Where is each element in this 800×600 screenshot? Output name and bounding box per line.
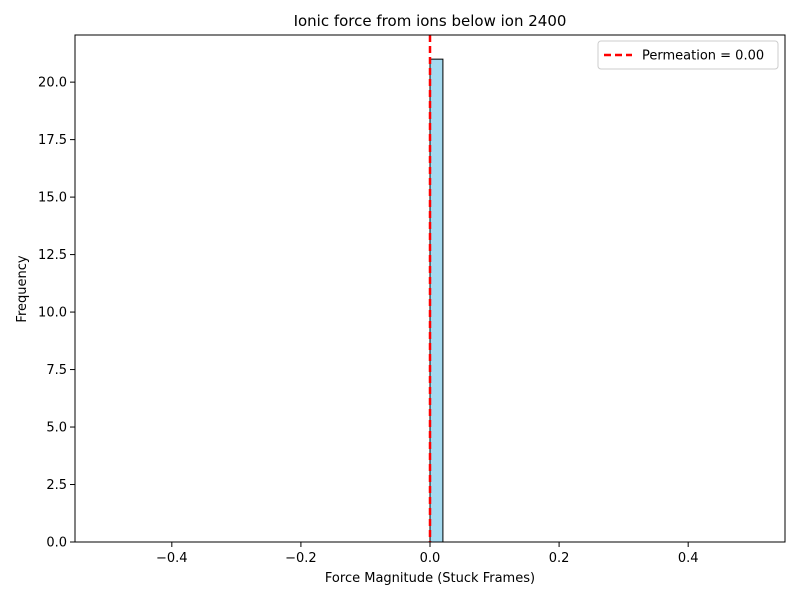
y-tick-label: 7.5	[46, 363, 67, 378]
x-tick-label: 0.2	[549, 551, 570, 566]
chart-title: Ionic force from ions below ion 2400	[294, 12, 567, 30]
y-axis-label: Frequency	[15, 255, 30, 322]
y-tick-label: 20.0	[38, 76, 67, 91]
y-tick-label: 15.0	[38, 191, 67, 206]
y-tick-label: 12.5	[38, 248, 67, 263]
plot-area: Ionic force from ions below ion 2400 −0.…	[15, 12, 786, 586]
x-tick-label: −0.4	[156, 551, 188, 566]
histogram-bar	[429, 58, 444, 543]
x-axis-ticks: −0.4 −0.2 0.0 0.2 0.4	[156, 542, 699, 566]
legend-label: Permeation = 0.00	[642, 49, 764, 64]
x-axis-label: Force Magnitude (Stuck Frames)	[325, 571, 535, 586]
legend: Permeation = 0.00	[597, 40, 779, 70]
y-tick-label: 0.0	[46, 536, 67, 551]
y-tick-label: 17.5	[38, 133, 67, 148]
x-tick-label: 0.0	[420, 551, 441, 566]
y-tick-label: 10.0	[38, 306, 67, 321]
x-tick-label: 0.4	[678, 551, 699, 566]
y-axis-ticks: 0.0 2.5 5.0 7.5 10.0 12.5 15.0 17.5 20.0	[38, 76, 75, 551]
legend-box	[597, 40, 779, 70]
x-tick-label: −0.2	[285, 551, 317, 566]
y-tick-label: 5.0	[46, 421, 67, 436]
y-tick-label: 2.5	[46, 478, 67, 493]
